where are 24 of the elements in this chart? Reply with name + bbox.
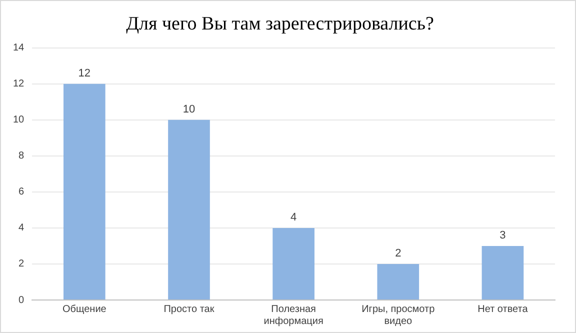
data-label: 12 <box>78 67 91 80</box>
bar <box>377 264 420 300</box>
x-tick-label: Просто так <box>164 304 215 315</box>
y-tick-label: 10 <box>13 114 25 126</box>
bar <box>272 228 314 300</box>
y-tick-label: 6 <box>18 186 25 198</box>
bar <box>482 246 524 300</box>
x-tick-label: Нет ответа <box>478 304 528 315</box>
y-tick-label: 14 <box>13 42 25 54</box>
x-tick-label: Полезная информация <box>264 304 324 327</box>
data-label: 2 <box>395 248 402 260</box>
chart-title: Для чего Вы там зарегестрировались? <box>126 13 434 34</box>
x-tick-label: Игры, просмотр видео <box>362 304 436 327</box>
y-tick-label: 0 <box>18 294 25 306</box>
data-label: 10 <box>182 103 196 116</box>
y-tick-label: 4 <box>18 222 25 234</box>
y-tick-label: 8 <box>18 150 25 162</box>
data-label: 3 <box>500 229 506 242</box>
y-tick-label: 2 <box>18 258 25 270</box>
x-tick-label: Общение <box>62 304 107 315</box>
y-tick-label: 12 <box>13 78 25 90</box>
bar <box>168 120 210 300</box>
bar <box>63 84 106 300</box>
data-label: 4 <box>290 211 297 224</box>
